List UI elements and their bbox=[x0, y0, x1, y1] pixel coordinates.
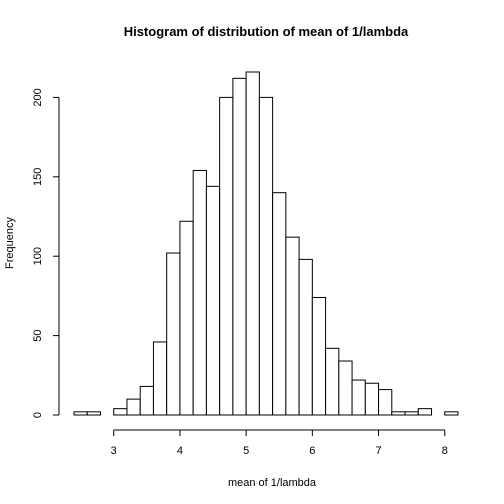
histogram-bar bbox=[444, 411, 459, 416]
x-tick-label: 3 bbox=[111, 445, 117, 457]
x-axis: 3 4 5 6 7 8 bbox=[111, 429, 448, 457]
x-tick-label: 8 bbox=[442, 445, 448, 457]
histogram-bar bbox=[126, 398, 141, 416]
y-tick-label: 100 bbox=[32, 247, 44, 265]
histogram-bar bbox=[113, 408, 128, 416]
histogram-bar bbox=[285, 236, 300, 416]
x-axis-label: mean of 1/lambda bbox=[228, 477, 317, 489]
histogram-bar bbox=[205, 185, 221, 416]
histogram-bar bbox=[139, 385, 154, 416]
x-tick-label: 5 bbox=[243, 445, 249, 457]
histogram-bar bbox=[378, 389, 393, 416]
chart-title: Histogram of distribution of mean of 1/l… bbox=[124, 24, 409, 39]
y-tick-label: 200 bbox=[32, 88, 44, 106]
histogram-bar bbox=[298, 258, 313, 416]
histogram-bar bbox=[417, 408, 433, 416]
histogram-bar bbox=[73, 411, 88, 416]
histogram-bar bbox=[245, 71, 260, 416]
histogram-bar bbox=[152, 341, 168, 416]
histogram-bar bbox=[86, 411, 101, 416]
histogram-bar bbox=[166, 252, 181, 416]
bars-group bbox=[73, 71, 459, 416]
x-tick-label: 4 bbox=[177, 445, 183, 457]
y-tick-label: 150 bbox=[32, 168, 44, 186]
histogram-bar bbox=[179, 220, 194, 416]
histogram-bar bbox=[311, 296, 327, 416]
histogram-bar bbox=[272, 192, 287, 416]
histogram-bar bbox=[325, 347, 340, 416]
histogram-bar bbox=[338, 360, 353, 416]
histogram-bar bbox=[391, 411, 406, 416]
histogram-bar bbox=[219, 96, 234, 416]
x-tick-label: 6 bbox=[309, 445, 315, 457]
x-tick-label: 7 bbox=[375, 445, 381, 457]
y-axis: 0 50 100 150 200 bbox=[32, 88, 60, 418]
y-tick-label: 0 bbox=[32, 412, 44, 418]
histogram-bar bbox=[364, 382, 380, 416]
histogram-bar bbox=[232, 77, 247, 416]
histogram-bar bbox=[192, 169, 207, 416]
histogram-bar bbox=[258, 96, 274, 416]
histogram-bar bbox=[351, 379, 366, 416]
y-tick-label: 50 bbox=[32, 329, 44, 341]
y-axis-label: Frequency bbox=[4, 217, 16, 269]
histogram-bar bbox=[404, 411, 419, 416]
